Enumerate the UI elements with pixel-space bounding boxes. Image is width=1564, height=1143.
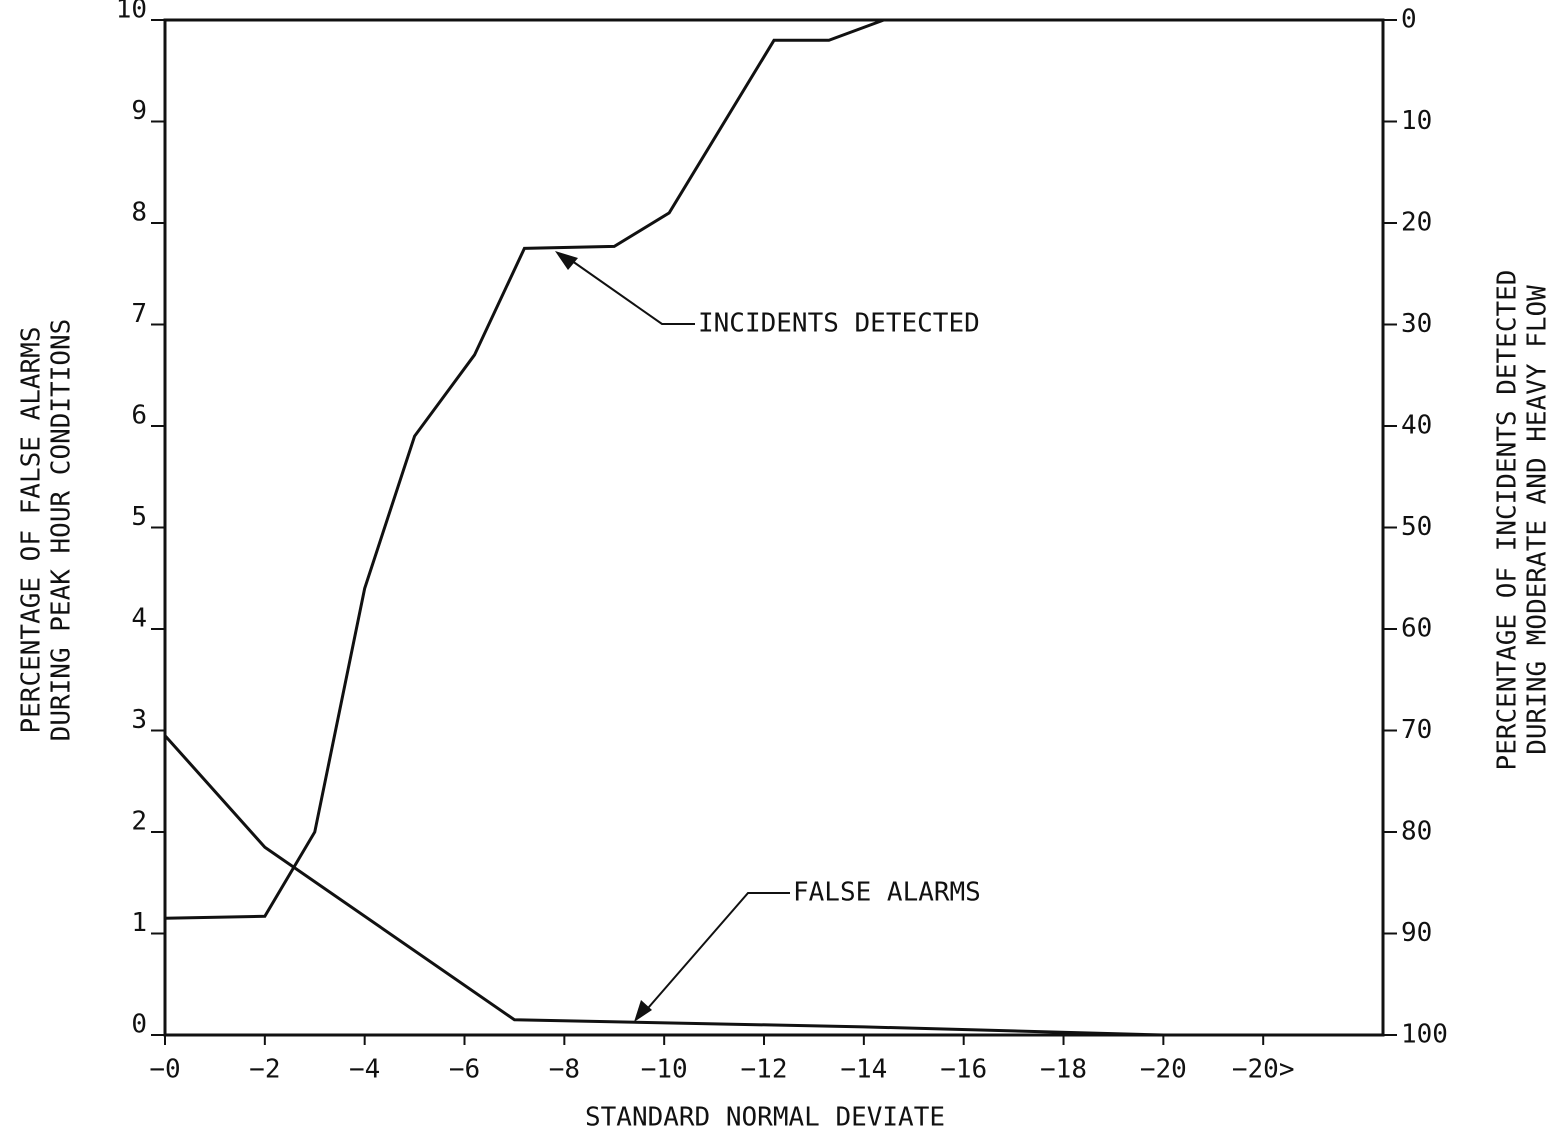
annotation-arrow (564, 255, 695, 325)
y2-tick-label: 90 (1401, 918, 1432, 948)
y-tick-label: 1 (131, 908, 147, 938)
x-tick-label: −0 (149, 1055, 180, 1085)
annotation: FALSE ALARMS (793, 878, 981, 908)
x-tick-label: −4 (349, 1055, 380, 1085)
y2-tick-label: 70 (1401, 715, 1432, 745)
x-tick-label: −10 (641, 1055, 688, 1085)
x-tick-label: −2 (249, 1055, 280, 1085)
y2-tick-label: 40 (1401, 411, 1432, 441)
series-line (163, 734, 1164, 1037)
x-axis-label: STANDARD NORMAL DEVIATE (585, 1103, 945, 1133)
y2-tick-label: 50 (1401, 512, 1432, 542)
y-axis-label: PERCENTAGE OF FALSE ALARMS DURING PEAK H… (17, 319, 77, 742)
y-tick-label: 5 (131, 502, 147, 532)
y-tick-label: 6 (131, 401, 147, 431)
x-tick-label: −6 (449, 1055, 480, 1085)
y2-tick-label: 80 (1401, 817, 1432, 847)
y-tick-label: 0 (131, 1010, 147, 1040)
arrow-head (634, 1000, 652, 1022)
y-tick-label: 10 (116, 0, 147, 25)
x-tick-label: −14 (840, 1055, 887, 1085)
x-tick-label: −20> (1232, 1055, 1295, 1085)
series-line (164, 18, 885, 920)
y-axis-label-line: PERCENTAGE OF FALSE ALARMS (17, 327, 47, 734)
x-tick-label: −8 (549, 1055, 580, 1085)
y-tick-label: 7 (131, 299, 147, 329)
y2-tick-label: 10 (1401, 106, 1432, 136)
arrow-head (555, 251, 578, 270)
y-tick-label: 3 (131, 705, 147, 735)
x-tick-label: −12 (741, 1055, 788, 1085)
x-tick-label: −20 (1140, 1055, 1187, 1085)
y2-axis-label-line: PERCENTAGE OF INCIDENTS DETECTED (1493, 270, 1523, 771)
y2-tick-label: 30 (1401, 309, 1432, 339)
plot-frame (163, 18, 1385, 1037)
y-tick-label: 9 (131, 96, 147, 126)
y2-tick-label: 20 (1401, 208, 1432, 238)
y2-tick-label: 0 (1401, 5, 1417, 35)
y2-tick-label: 100 (1401, 1020, 1448, 1050)
y-axis-label-line: DURING PEAK HOUR CONDITIONS (47, 319, 77, 742)
x-tick-label: −18 (1040, 1055, 1087, 1085)
y-tick-label: 8 (131, 198, 147, 228)
annotation: INCIDENTS DETECTED (698, 309, 980, 339)
y-tick-label: 4 (131, 604, 147, 634)
y-tick-label: 2 (131, 807, 147, 837)
annotation-arrow (641, 892, 790, 1016)
x-tick-label: −16 (940, 1055, 987, 1085)
y2-tick-label: 60 (1401, 614, 1432, 644)
y2-axis-label: PERCENTAGE OF INCIDENTS DETECTED DURING … (1493, 270, 1553, 771)
y2-axis-label-line: DURING MODERATE AND HEAVY FLOW (1523, 285, 1553, 755)
